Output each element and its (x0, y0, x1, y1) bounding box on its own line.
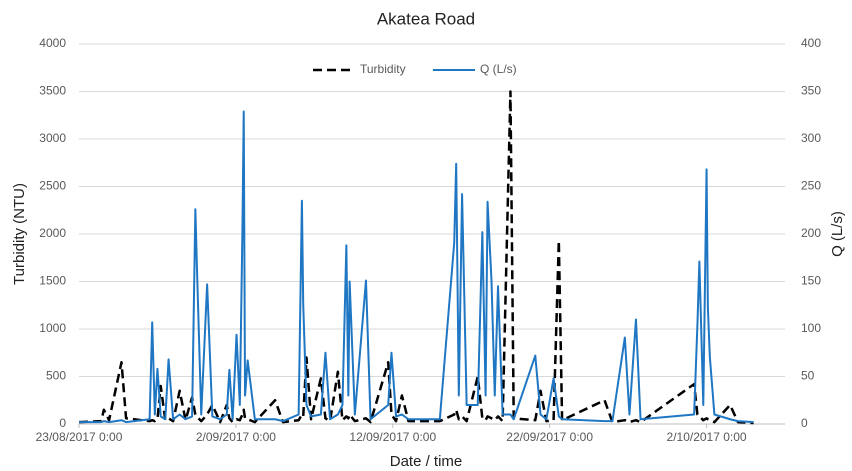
x-tick-label: 12/09/2017 0:00 (349, 430, 436, 444)
x-tick-label: 22/09/2017 0:00 (506, 430, 593, 444)
y2-tick-label: 400 (801, 36, 821, 50)
y-tick-label: 0 (59, 416, 66, 430)
y2-axis-title: Q (L/s) (829, 211, 846, 257)
x-axis-title: Date / time (390, 453, 463, 470)
x-tick-label: 2/09/2017 0:00 (196, 430, 276, 444)
x-tick-label: 2/10/2017 0:00 (667, 430, 747, 444)
legend-label: Q (L/s) (480, 62, 517, 76)
y-tick-label: 1000 (39, 321, 66, 335)
y2-tick-label: 200 (801, 226, 821, 240)
chart-title: Akatea Road (377, 9, 475, 28)
y-tick-label: 2500 (39, 179, 66, 193)
y2-tick-label: 250 (801, 179, 821, 193)
legend-label: Turbidity (360, 62, 406, 76)
y2-tick-label: 50 (801, 369, 815, 383)
y-tick-label: 1500 (39, 274, 66, 288)
y-axis-title: Turbidity (NTU) (11, 183, 28, 285)
x-tick-label: 23/08/2017 0:00 (36, 430, 123, 444)
y2-tick-label: 150 (801, 274, 821, 288)
y-tick-label: 2000 (39, 226, 66, 240)
y2-tick-label: 100 (801, 321, 821, 335)
y2-tick-label: 350 (801, 84, 821, 98)
y2-tick-label: 0 (801, 416, 808, 430)
series-line (78, 90, 754, 425)
series-line (79, 110, 754, 424)
y-tick-label: 3000 (39, 131, 66, 145)
y-tick-label: 3500 (39, 84, 66, 98)
y2-tick-label: 300 (801, 131, 821, 145)
y-tick-label: 500 (46, 369, 66, 383)
y-tick-label: 4000 (39, 36, 66, 50)
